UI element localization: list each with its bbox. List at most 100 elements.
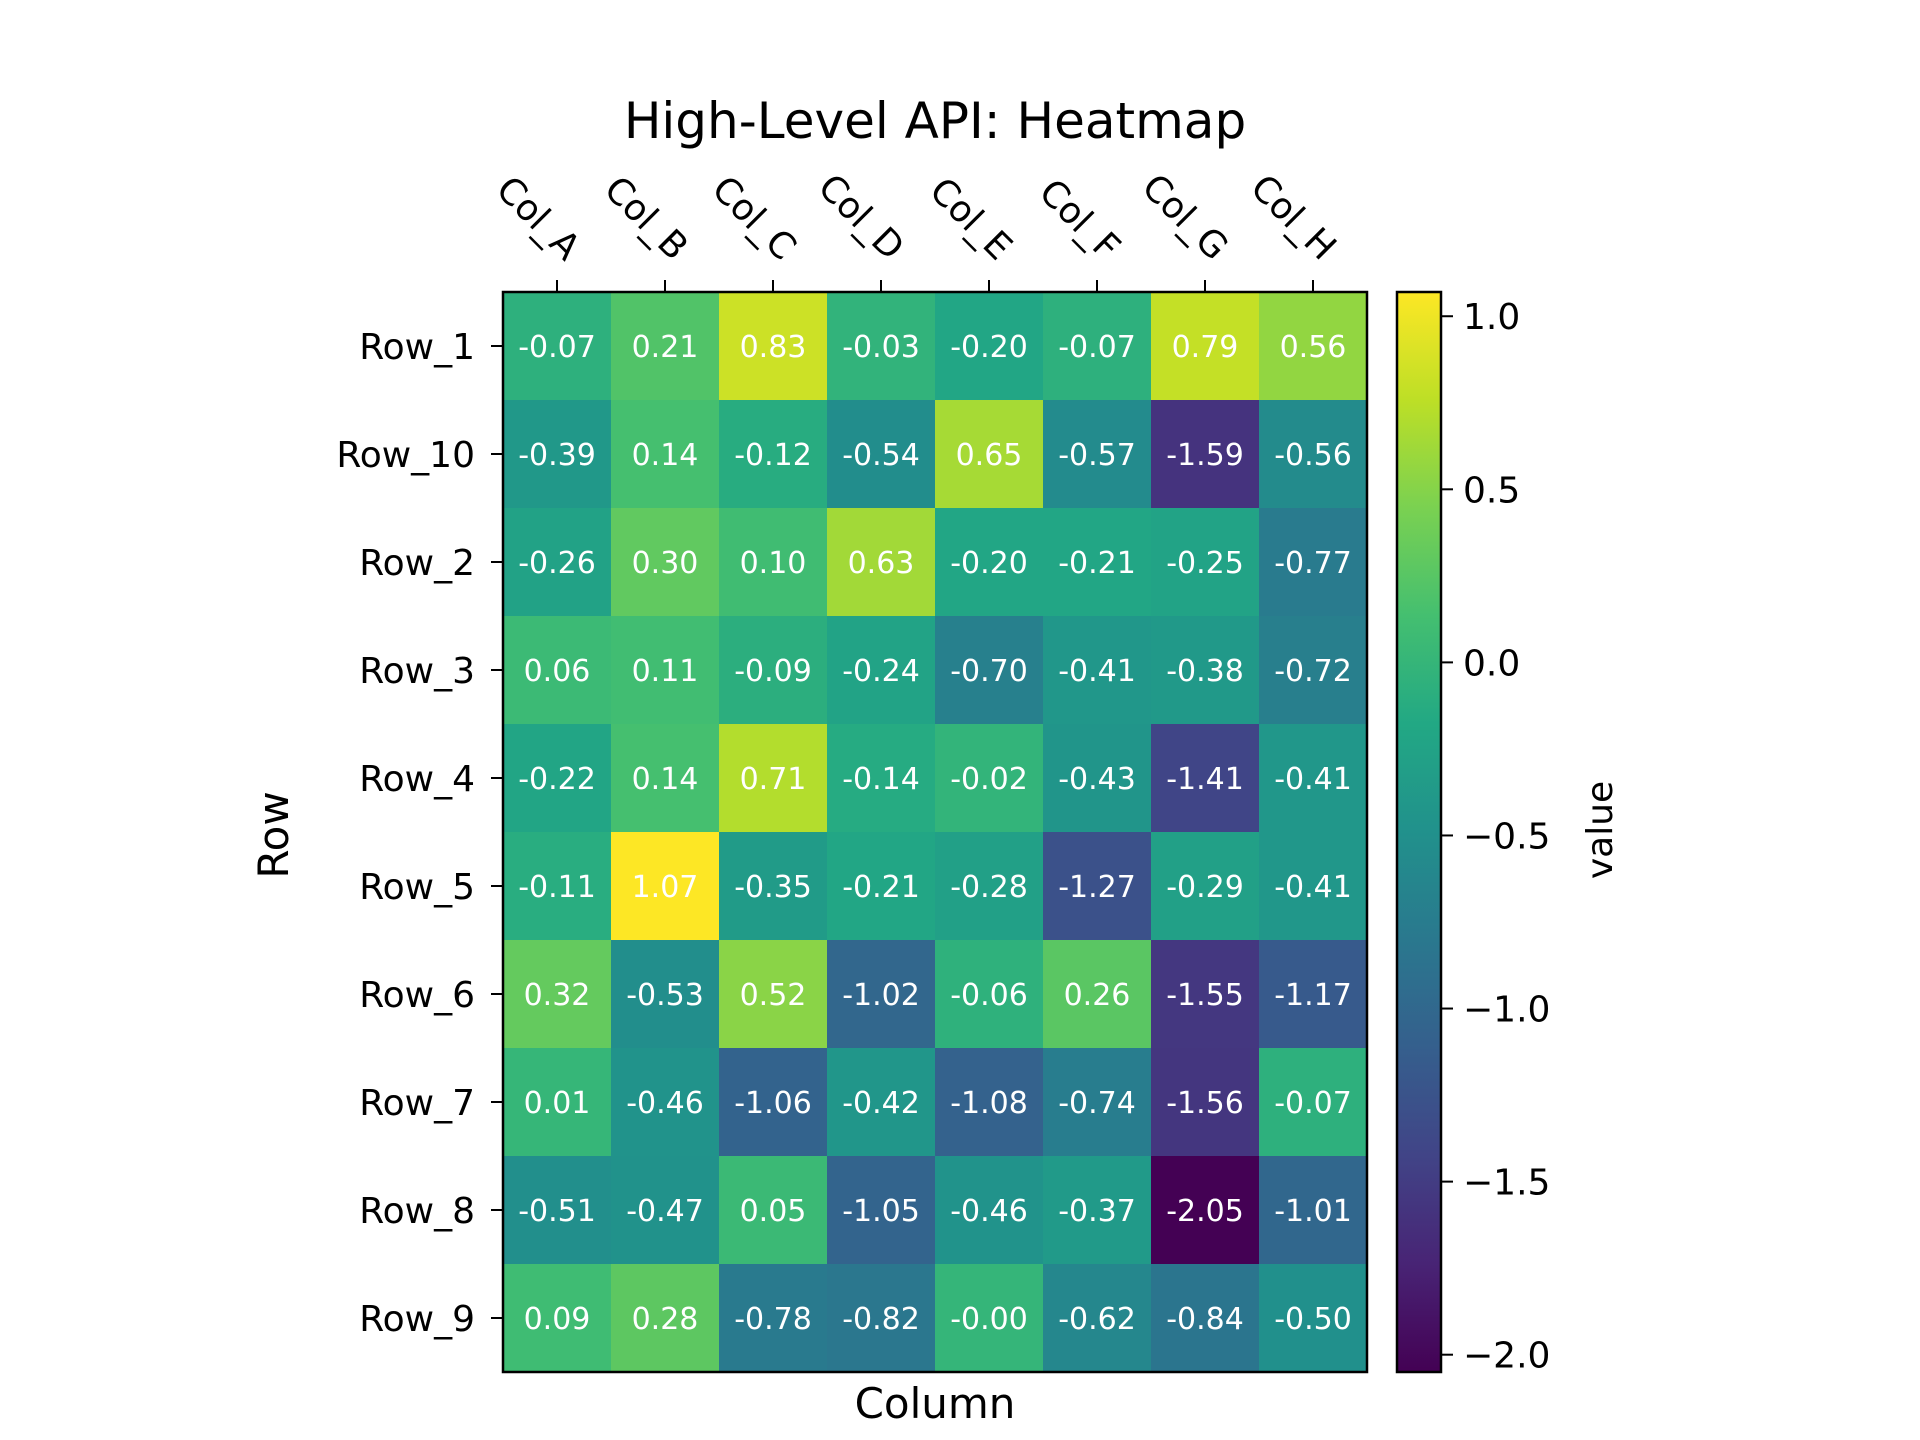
cell-value-label: -0.20	[950, 330, 1028, 365]
heatmap-cell	[1043, 400, 1152, 509]
cell-value-label: -0.51	[518, 1194, 596, 1229]
cell-value-label: -0.41	[1274, 870, 1352, 905]
cell-value-label: 0.52	[740, 978, 807, 1013]
heatmap-cell	[503, 1156, 612, 1265]
heatmap-cell	[935, 292, 1044, 401]
heatmap-cell	[935, 1156, 1044, 1265]
cell-value-label: -0.82	[842, 1302, 920, 1337]
cell-value-label: -0.78	[734, 1302, 812, 1337]
heatmap-cell	[719, 832, 828, 941]
colorbar-tick-label: 1.0	[1463, 297, 1520, 338]
plot-frame	[501, 290, 1369, 1374]
y-axis-label: Row	[249, 791, 298, 878]
heatmap-cell	[1151, 508, 1260, 617]
cell-value-label: 0.32	[524, 978, 591, 1013]
heatmap-cell	[1259, 1048, 1368, 1157]
heatmap-cell	[503, 832, 612, 941]
cell-value-label: 0.65	[956, 438, 1023, 473]
colorbar-tick-label: −1.5	[1463, 1163, 1550, 1204]
heatmap-cell	[1043, 940, 1152, 1049]
heatmap-cell	[827, 508, 936, 617]
cell-value-label: -0.70	[950, 654, 1028, 689]
cell-value-label: -0.38	[1166, 654, 1244, 689]
heatmap-cell	[611, 832, 720, 941]
heatmap-cell	[1259, 1264, 1368, 1373]
cell-value-label: 0.26	[1064, 978, 1131, 1013]
heatmap-cell	[935, 1048, 1044, 1157]
cell-value-label: -0.21	[842, 870, 920, 905]
heatmap-cell	[1151, 400, 1260, 509]
cell-value-label: -0.46	[626, 1086, 704, 1121]
y-tick-label: Row_3	[359, 651, 475, 692]
heatmap-cell	[827, 1048, 936, 1157]
cell-value-label: 0.05	[740, 1194, 807, 1229]
cell-value-label: -1.17	[1274, 978, 1352, 1013]
y-tick-label: Row_4	[359, 759, 475, 800]
cell-value-label: -0.53	[626, 978, 704, 1013]
cell-value-label: -0.57	[1058, 438, 1136, 473]
cell-value-label: -1.55	[1166, 978, 1244, 1013]
cell-value-label: -1.06	[734, 1086, 812, 1121]
chart-title: High-Level API: Heatmap	[624, 92, 1246, 150]
cell-value-label: -0.54	[842, 438, 920, 473]
heatmap-cell	[1151, 1264, 1260, 1373]
heatmap-cell	[1151, 292, 1260, 401]
heatmap-cell	[719, 400, 828, 509]
cell-value-label: 0.11	[632, 654, 699, 689]
cell-value-label: 0.01	[524, 1086, 591, 1121]
x-tick-label: Col_F	[1031, 172, 1128, 269]
heatmap-cell	[1259, 724, 1368, 833]
cell-value-label: -1.56	[1166, 1086, 1244, 1121]
cell-value-label: -0.07	[518, 330, 596, 365]
cell-value-label: 0.71	[740, 762, 807, 797]
heatmap-cell	[503, 400, 612, 509]
heatmap-cell	[611, 292, 720, 401]
heatmap-cell	[719, 940, 828, 1049]
heatmap-cell	[1259, 400, 1368, 509]
heatmap-cell	[1151, 724, 1260, 833]
cell-value-label: -0.41	[1274, 762, 1352, 797]
cell-value-label: 0.30	[632, 546, 699, 581]
heatmap-cell	[935, 940, 1044, 1049]
cell-value-label: -1.02	[842, 978, 920, 1013]
heatmap-cell	[827, 292, 936, 401]
cell-value-label: -0.02	[950, 762, 1028, 797]
cell-value-label: -0.47	[626, 1194, 704, 1229]
heatmap-cell	[1043, 1156, 1152, 1265]
cell-value-label: -0.37	[1058, 1194, 1136, 1229]
cell-value-label: 0.56	[1280, 330, 1347, 365]
y-tick-label: Row_9	[359, 1299, 475, 1340]
heatmap-cell	[935, 832, 1044, 941]
x-axis-label: Column	[855, 1379, 1016, 1428]
cell-value-label: 0.63	[848, 546, 915, 581]
heatmap-cell	[503, 1264, 612, 1373]
cell-value-label: -0.28	[950, 870, 1028, 905]
cell-value-label: -0.03	[842, 330, 920, 365]
heatmap-cell	[611, 940, 720, 1049]
heatmap-cell	[503, 724, 612, 833]
heatmap-cell-labels: -0.07 0.21 0.83 -0.03 -0.20 -0.07 0.79 0.56 -0.3…	[518, 330, 1352, 1337]
heatmap-cells	[503, 292, 1368, 1373]
heatmap-cell	[1043, 1264, 1152, 1373]
cell-value-label: -0.35	[734, 870, 812, 905]
heatmap-cell	[611, 1264, 720, 1373]
cell-value-label: -0.26	[518, 546, 596, 581]
cell-value-label: -0.12	[734, 438, 812, 473]
heatmap-cell	[827, 940, 936, 1049]
heatmap-cell	[1259, 940, 1368, 1049]
heatmap-cell	[611, 1156, 720, 1265]
cell-value-label: -0.11	[518, 870, 596, 905]
heatmap-cell	[935, 1264, 1044, 1373]
cell-value-label: -0.22	[518, 762, 596, 797]
heatmap-cell	[1151, 940, 1260, 1049]
x-tick-label: Col_C	[704, 168, 804, 268]
heatmap-cell	[1043, 508, 1152, 617]
cell-value-label: 0.83	[740, 330, 807, 365]
x-tick-label: Col_D	[810, 167, 912, 269]
cell-value-label: -0.50	[1274, 1302, 1352, 1337]
y-tick-label: Row_5	[359, 867, 475, 908]
cell-value-label: -0.07	[1274, 1086, 1352, 1121]
heatmap-cell	[503, 1048, 612, 1157]
cell-value-label: 0.06	[524, 654, 591, 689]
